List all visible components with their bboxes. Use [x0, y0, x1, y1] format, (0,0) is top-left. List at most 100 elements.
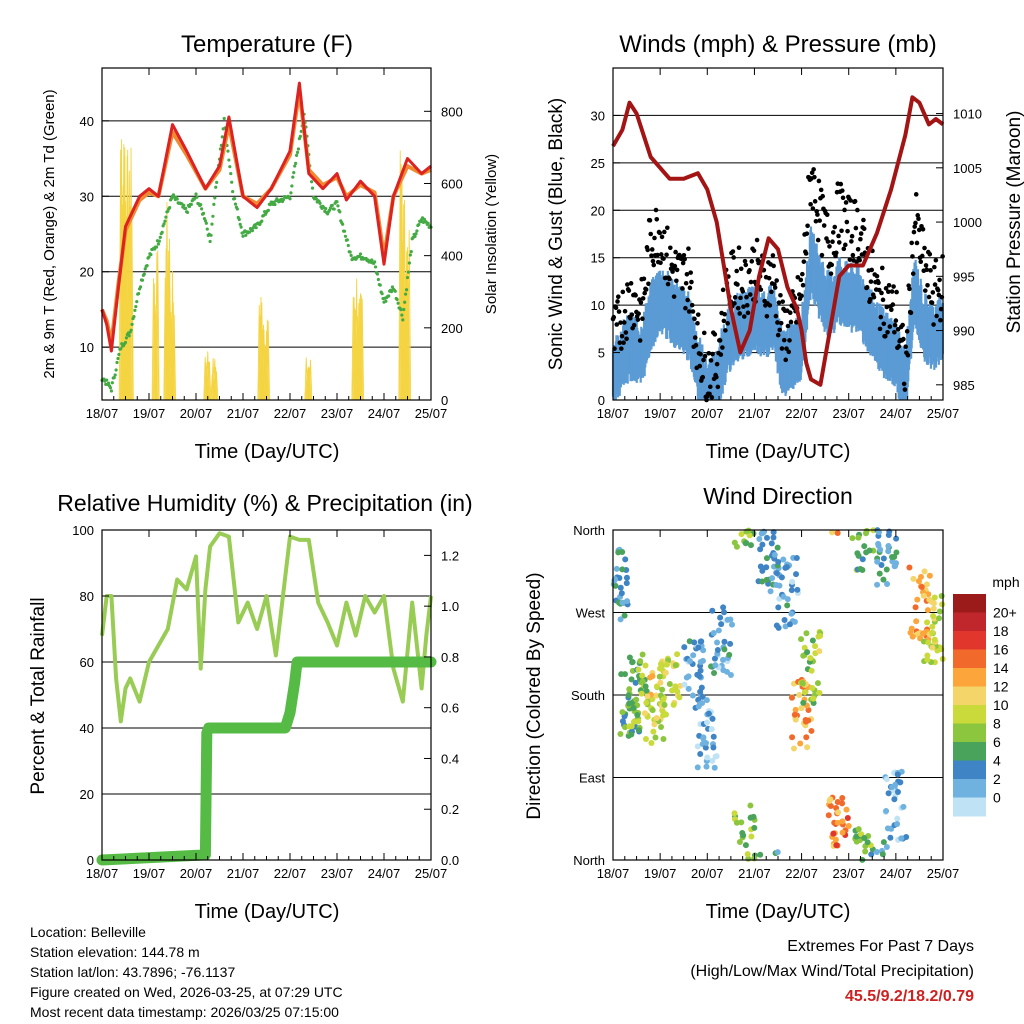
wind-direction-point	[804, 649, 811, 656]
wind-direction-point	[918, 573, 925, 580]
wind-direction-point	[635, 666, 642, 673]
x-tick-label: 25/07	[927, 406, 960, 421]
wind-gust-point	[855, 247, 861, 252]
wind-gust-point	[771, 263, 776, 269]
y2-tick-label: 990	[953, 324, 975, 339]
wind-direction-point	[921, 568, 928, 575]
wind-direction-point	[894, 815, 901, 822]
x-tick-label: 24/07	[880, 406, 913, 421]
wind-direction-point	[626, 686, 633, 693]
wind-gust-point	[925, 282, 930, 288]
dewpoint-point	[145, 264, 149, 268]
wind-direction-point	[843, 806, 850, 813]
wind-direction-point	[647, 674, 654, 681]
wind-direction-point	[924, 607, 931, 614]
wind-gust-point	[690, 309, 696, 314]
wind-direction-point	[623, 574, 630, 581]
wind-direction-point	[639, 672, 646, 679]
wind-gust-point	[902, 387, 908, 392]
wind-direction-point	[621, 612, 628, 619]
legend-label: 0	[993, 790, 1001, 806]
wind-gust-point	[878, 314, 884, 320]
wind-direction-point	[617, 616, 624, 623]
wind-gust-point	[695, 320, 700, 326]
legend-swatch	[953, 612, 986, 632]
dewpoint-point	[163, 219, 167, 223]
wind-gust-point	[686, 246, 691, 251]
wind-direction-point	[833, 842, 840, 849]
x-tick-label: 24/07	[368, 866, 401, 881]
wind-gust-point	[836, 233, 841, 239]
x-tick-label: 19/07	[133, 866, 166, 881]
wind-direction-point	[638, 690, 645, 697]
y2-tick-label: 0.6	[441, 701, 459, 716]
wind-direction-point	[681, 644, 688, 651]
wind-direction-point	[698, 638, 705, 645]
wind-gust-point	[626, 288, 632, 293]
dewpoint-point	[376, 277, 380, 282]
wind-gust-point	[849, 233, 855, 239]
wind-gust-point	[819, 252, 825, 258]
x-tick-label: 24/07	[368, 406, 401, 421]
wind-direction-point	[724, 616, 731, 623]
wind-direction-point	[924, 656, 931, 663]
wind-gust-point	[858, 231, 864, 236]
dewpoint-point	[229, 171, 233, 176]
wind-direction-point	[676, 694, 683, 701]
wind-gust-point	[877, 326, 883, 332]
wind-gust-point	[883, 286, 889, 291]
wind-gust-point	[710, 351, 715, 357]
dewpoint-point	[157, 239, 161, 243]
wind-direction-point	[670, 701, 677, 708]
dewpoint-point	[406, 270, 411, 274]
wind-direction-point	[919, 630, 926, 637]
wind-direction-point	[893, 560, 900, 567]
wind-direction-point	[650, 728, 657, 735]
wind-gust-point	[781, 337, 787, 343]
wind-direction-point	[644, 693, 651, 700]
wind-gust-point	[701, 330, 707, 336]
wind-direction-point	[721, 638, 728, 645]
wind-direction-point	[624, 598, 631, 605]
wind-gust-point	[916, 216, 921, 222]
dewpoint-point	[115, 360, 119, 365]
dewpoint-point	[226, 149, 230, 153]
temperature-xlabel: Time (Day/UTC)	[195, 441, 340, 463]
wind-direction-point	[926, 572, 933, 579]
wind-direction-point	[714, 646, 721, 653]
wind-gust-point	[674, 267, 680, 273]
wind-direction-title: Wind Direction	[703, 483, 853, 509]
wind-gust-point	[874, 273, 880, 279]
wind-direction-point	[880, 555, 887, 562]
wind-direction-point	[721, 609, 728, 616]
wind-direction-point	[747, 542, 754, 549]
wind-gust-point	[653, 207, 659, 213]
wind-gust-point	[880, 297, 886, 303]
wind-direction-point	[632, 679, 639, 686]
wind-gust-point	[935, 287, 941, 293]
y2-tick-label: 1.2	[441, 548, 459, 563]
dewpoint-point	[404, 292, 408, 296]
dewpoint-point	[116, 356, 120, 361]
x-tick-label: 18/07	[86, 406, 119, 421]
dewpoint-point	[296, 147, 301, 151]
wind-gust-point	[674, 278, 679, 284]
wind-gust-point	[892, 322, 898, 328]
solar-insolation-spike	[359, 295, 364, 401]
wind-direction-point	[742, 842, 749, 849]
wind-gust-point	[907, 286, 912, 292]
dewpoint-point	[124, 336, 129, 340]
dewpoint-point	[199, 203, 203, 207]
dewpoint-point	[291, 175, 295, 179]
wind-direction-point	[633, 696, 640, 703]
wind-gust-point	[658, 252, 664, 257]
wind-gust-point	[910, 254, 915, 259]
wind-gust-point	[613, 305, 619, 311]
solar-ylabel: Solar Insolation (Yellow)	[483, 154, 500, 314]
dewpoint-point	[292, 171, 296, 175]
wind-gust-point	[741, 304, 746, 309]
dewpoint-point	[147, 255, 151, 259]
dewpoint-point	[209, 233, 213, 237]
wind-gust-point	[732, 301, 737, 306]
wind-gust-point	[744, 303, 750, 308]
